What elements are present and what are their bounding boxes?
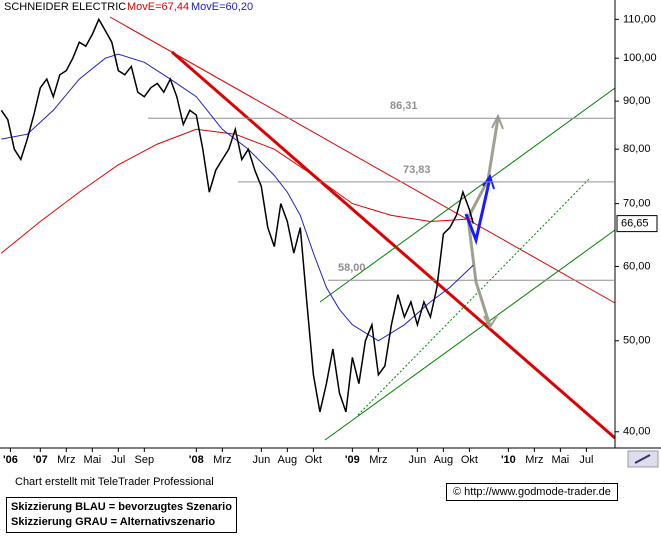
price-line [0,128,474,254]
channel-line [324,229,616,441]
gray-arrow-head [491,113,504,130]
credit: Chart erstellt mit TeleTrader Profession… [15,476,214,488]
trend-line [171,50,616,440]
x-tick-label: Okt [461,454,478,466]
price-line [1,53,474,342]
x-tick-label: Okt [305,454,322,466]
blue-arrow [464,177,492,246]
x-tick-label: Mai [83,454,101,466]
x-tick-label: Aug [278,454,298,466]
note: Skizzierung GRAU = Alternativszenario [11,516,216,528]
y-tick-label: 90,00 [623,95,651,107]
y-tick-label: 80,00 [623,143,651,155]
legend-entry: MovE=60,20 [191,1,253,13]
x-tick-label: '08 [189,454,204,466]
notes-box: Skizzierung BLAU = bevorzugtes Szenario … [6,497,237,533]
y-tick-label: 50,00 [623,335,651,347]
x-tick-label: Aug [434,454,454,466]
x-tick-label: Mrz [525,454,543,466]
x-tick-label: '06 [3,454,18,466]
y-tick-label: 70,00 [623,198,651,210]
price-line [0,17,475,413]
y-tick-label: 60,00 [623,260,651,272]
channel-line [319,87,616,303]
x-tick-label: Jun [252,454,270,466]
gray-arrow [466,217,492,327]
x-tick-label: Mrz [57,454,75,466]
x-tick-label: Jul [111,454,125,466]
x-tick-label: Mrz [369,454,387,466]
scroll-icon [634,454,651,464]
level-label: 86,31 [390,100,418,112]
blue-arrow-head [482,173,495,190]
level-label: 58,00 [338,262,366,274]
x-tick-label: '10 [501,454,516,466]
trend-lines [109,16,616,441]
x-tick-label: Jul [579,454,593,466]
x-tick-label: '07 [33,454,48,466]
gray-arrow-head [483,315,498,329]
level-label: 73,83 [403,164,431,176]
x-tick-label: Jun [408,454,426,466]
x-tick-label: Mrz [213,454,231,466]
y-tick-label: 110,00 [623,13,656,25]
trend-line [109,16,616,304]
x-tick-label: '09 [345,454,360,466]
scenario-arrows [464,113,504,329]
last-price-label: 66,65 [621,218,649,230]
channel-line [357,177,591,416]
source: © http://www.godmode-trader.de [446,483,618,501]
y-tick-label: 100,00 [623,52,657,64]
last-price-box [616,215,658,233]
legend-entry: MovE=67,44 [127,1,189,13]
x-tick-label: Mai [552,454,570,466]
x-tick-label: Sep [135,454,155,466]
note: Skizzierung BLAU = bevorzugtes Szenario [11,501,232,513]
chart-title: SCHNEIDER ELECTRIC [4,1,126,13]
y-tick-label: 40,00 [623,426,651,438]
